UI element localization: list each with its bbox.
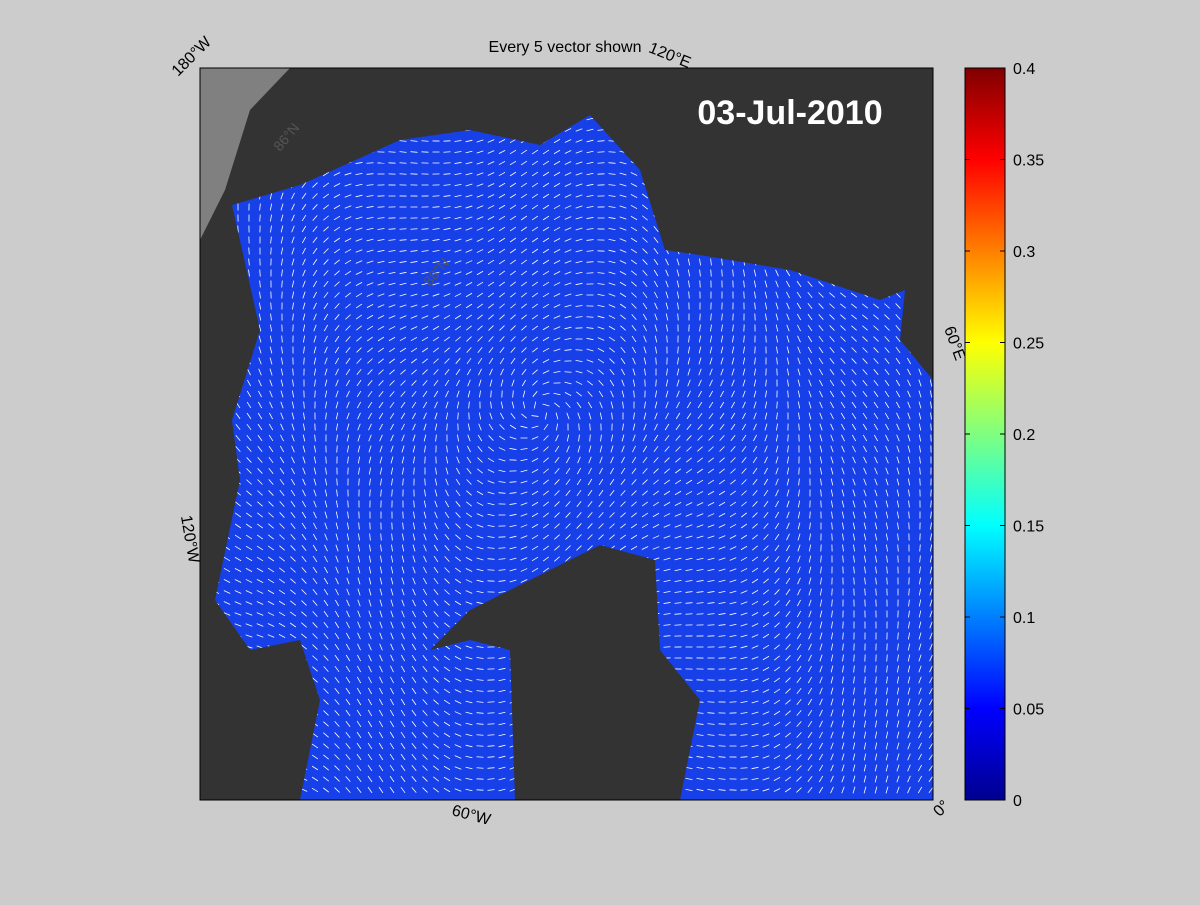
vector bbox=[576, 350, 583, 351]
vector bbox=[931, 490, 932, 497]
vector bbox=[832, 589, 833, 596]
vector bbox=[887, 578, 888, 585]
vector bbox=[488, 735, 495, 736]
vector bbox=[730, 691, 737, 692]
vector bbox=[898, 556, 899, 563]
vector bbox=[598, 152, 605, 153]
colorbar-tick-label: 0.05 bbox=[1013, 702, 1044, 719]
vector bbox=[337, 446, 338, 453]
vector bbox=[444, 163, 451, 164]
vector bbox=[854, 655, 855, 662]
map-title: Every 5 vector shown bbox=[489, 39, 642, 56]
lon-label: 60°E bbox=[940, 324, 968, 363]
vector bbox=[898, 622, 899, 629]
vector bbox=[587, 317, 594, 318]
vector bbox=[488, 724, 495, 725]
colorbar-tick-label: 0.15 bbox=[1013, 519, 1044, 536]
colorbar-tick-label: 0.25 bbox=[1013, 336, 1044, 353]
vector bbox=[271, 248, 272, 255]
vector bbox=[722, 270, 723, 277]
lon-label: 0° bbox=[930, 797, 953, 820]
vector bbox=[337, 479, 338, 486]
vector bbox=[711, 270, 712, 277]
colorbar-tick-label: 0 bbox=[1013, 793, 1022, 810]
vector bbox=[400, 163, 407, 164]
lon-label: 120°W bbox=[177, 514, 202, 565]
vector bbox=[425, 479, 426, 486]
colorbar-tick-label: 0.1 bbox=[1013, 610, 1035, 627]
vector bbox=[697, 691, 704, 692]
vector bbox=[598, 262, 605, 263]
vector bbox=[719, 746, 726, 747]
vector bbox=[499, 548, 506, 549]
colorbar-tick-label: 0.4 bbox=[1013, 61, 1035, 78]
vector bbox=[708, 625, 715, 626]
vector bbox=[565, 372, 572, 373]
vector bbox=[389, 152, 396, 153]
colorbar bbox=[965, 68, 1005, 800]
date-label: 03-Jul-2010 bbox=[697, 94, 882, 132]
vector bbox=[609, 152, 616, 153]
vector bbox=[788, 435, 789, 442]
vector bbox=[920, 479, 921, 486]
colorbar-tick-label: 0.3 bbox=[1013, 244, 1035, 261]
vector bbox=[741, 768, 748, 769]
vector bbox=[315, 391, 316, 398]
vector bbox=[378, 207, 385, 208]
vector bbox=[700, 281, 701, 288]
vector bbox=[411, 163, 418, 164]
vector bbox=[477, 746, 484, 747]
vector bbox=[766, 336, 767, 343]
vector bbox=[348, 501, 349, 508]
vector bbox=[260, 270, 261, 277]
vector bbox=[422, 141, 429, 142]
vector bbox=[249, 248, 250, 255]
vector bbox=[865, 666, 866, 673]
colorbar-tick-label: 0.35 bbox=[1013, 153, 1044, 170]
vector bbox=[777, 402, 778, 409]
vector bbox=[876, 666, 877, 673]
lon-label: 60°W bbox=[450, 802, 493, 829]
vector bbox=[293, 325, 294, 332]
vector bbox=[664, 647, 671, 648]
vector bbox=[477, 735, 484, 736]
lon-label: 120°E bbox=[646, 40, 693, 72]
colorbar-tick-label: 0.2 bbox=[1013, 427, 1035, 444]
